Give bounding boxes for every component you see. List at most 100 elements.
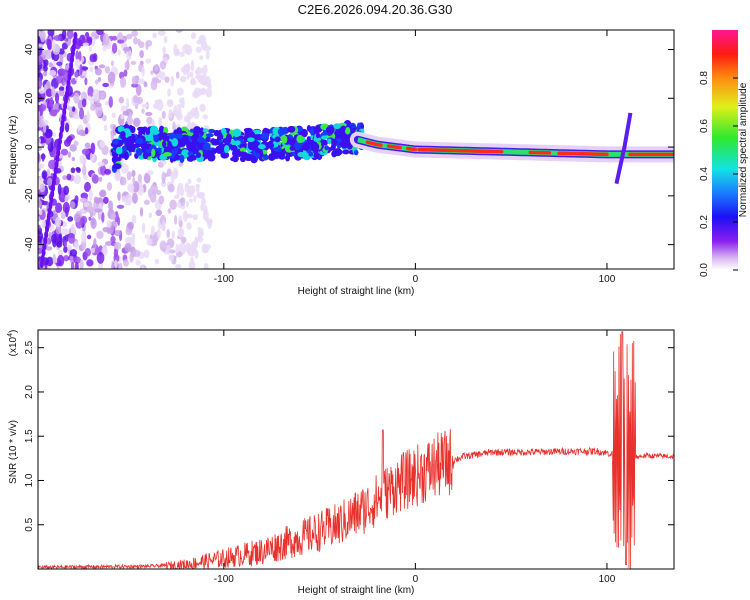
ridge-blob xyxy=(197,137,205,143)
noise-speckle xyxy=(190,59,195,72)
noise-speckle xyxy=(150,225,155,237)
noise-speckle xyxy=(94,102,102,108)
ridge-core-segment xyxy=(405,146,418,152)
noise-speckle xyxy=(48,232,52,240)
noise-speckle xyxy=(176,112,183,121)
ridge-blob xyxy=(335,129,341,137)
noise-speckle xyxy=(96,230,104,239)
noise-speckle xyxy=(131,232,136,243)
noise-speckle xyxy=(148,212,153,219)
noise-speckle xyxy=(38,114,44,122)
signal-ridge-layer xyxy=(110,112,674,185)
noise-speckle xyxy=(195,106,199,114)
noise-speckle xyxy=(42,71,48,77)
noise-speckle xyxy=(178,97,184,104)
noise-speckle xyxy=(123,47,131,52)
noise-speckle xyxy=(38,77,43,89)
noise-speckle xyxy=(104,66,111,74)
noise-speckle xyxy=(139,207,144,217)
ridge-blob xyxy=(315,132,320,139)
noise-speckle xyxy=(144,111,153,117)
ridge-blob xyxy=(234,140,241,146)
noise-speckle xyxy=(126,33,133,40)
noise-speckle xyxy=(82,164,87,177)
colorbar-tick-label: 0.6 xyxy=(699,119,710,133)
ridge-blob xyxy=(117,126,125,133)
colorbar-tick-label: 0.2 xyxy=(699,215,710,229)
noise-speckle xyxy=(173,48,180,57)
noise-speckle xyxy=(132,176,136,185)
noise-speckle xyxy=(74,241,79,250)
noise-speckle xyxy=(75,50,79,61)
noise-speckle xyxy=(141,108,145,114)
ridge-blob xyxy=(126,135,136,144)
ridge-blob xyxy=(286,152,292,157)
noise-speckle xyxy=(108,96,113,108)
noise-speckle xyxy=(135,83,142,96)
noise-speckle xyxy=(175,30,183,33)
noise-speckle xyxy=(114,172,122,182)
noise-speckle xyxy=(49,109,58,117)
ridge-blob xyxy=(257,144,266,150)
ridge-blob xyxy=(320,139,329,146)
noise-speckle xyxy=(166,244,171,255)
noise-speckle xyxy=(174,170,179,177)
noise-speckle xyxy=(154,63,159,72)
ridge-blob xyxy=(281,135,288,144)
noise-speckle xyxy=(193,194,197,203)
snr-series-line xyxy=(38,331,674,569)
noise-speckle xyxy=(133,249,141,258)
noise-speckle xyxy=(173,105,179,116)
noise-speckle xyxy=(205,87,213,98)
ridge-blob xyxy=(340,125,346,132)
noise-speckle xyxy=(69,201,76,209)
noise-speckle xyxy=(70,223,76,236)
noise-speckle xyxy=(143,81,148,88)
noise-speckle xyxy=(120,105,128,113)
ridge-blob xyxy=(179,154,185,164)
noise-speckle xyxy=(38,146,42,152)
noise-speckle xyxy=(145,58,152,64)
noise-speckle xyxy=(48,159,56,170)
ridge-blob xyxy=(262,154,269,161)
noise-speckle xyxy=(74,58,81,69)
noise-speckle xyxy=(190,32,197,40)
noise-speckle xyxy=(118,97,125,104)
noise-speckle xyxy=(174,214,178,225)
ridge-blob xyxy=(315,124,321,134)
colorbar-ticks: 0.0 0.2 0.4 0.6 0.8 xyxy=(699,71,738,277)
colorbar-tick-label: 0.4 xyxy=(699,167,710,181)
noise-speckle xyxy=(38,119,45,128)
noise-speckle xyxy=(167,183,175,193)
noise-speckle xyxy=(47,30,55,37)
noise-speckle xyxy=(90,142,96,155)
snr-panel: -100 0 100 0.5 1.0 1.5 2.0 2.5 Height of strai… xyxy=(7,329,675,596)
noise-speckle xyxy=(188,185,196,195)
noise-speckle xyxy=(102,196,109,204)
noise-speckle xyxy=(131,83,139,88)
ridge-blob xyxy=(293,142,302,151)
noise-speckle xyxy=(89,54,97,63)
noise-speckle xyxy=(180,196,186,206)
ridge-core-segment xyxy=(365,140,383,147)
noise-speckle xyxy=(111,35,118,41)
noise-speckle xyxy=(66,30,74,39)
noise-speckle xyxy=(66,173,72,181)
noise-speckle xyxy=(203,262,209,269)
noise-speckle xyxy=(169,249,176,254)
noise-speckle xyxy=(38,43,44,48)
noise-speckle xyxy=(81,231,87,243)
ridge-blob xyxy=(244,129,250,136)
noise-speckle xyxy=(161,220,166,231)
noise-speckle xyxy=(196,39,203,45)
noise-speckle xyxy=(114,229,121,237)
ridge-blob xyxy=(324,145,329,151)
noise-speckle xyxy=(83,201,90,208)
noise-speckle xyxy=(58,86,65,91)
noise-speckle xyxy=(57,254,65,267)
noise-speckle xyxy=(47,177,53,187)
noise-speckle xyxy=(131,214,137,224)
snr-x-tick-label: 100 xyxy=(599,574,616,585)
noise-speckle xyxy=(190,256,195,264)
noise-speckle xyxy=(152,32,157,39)
